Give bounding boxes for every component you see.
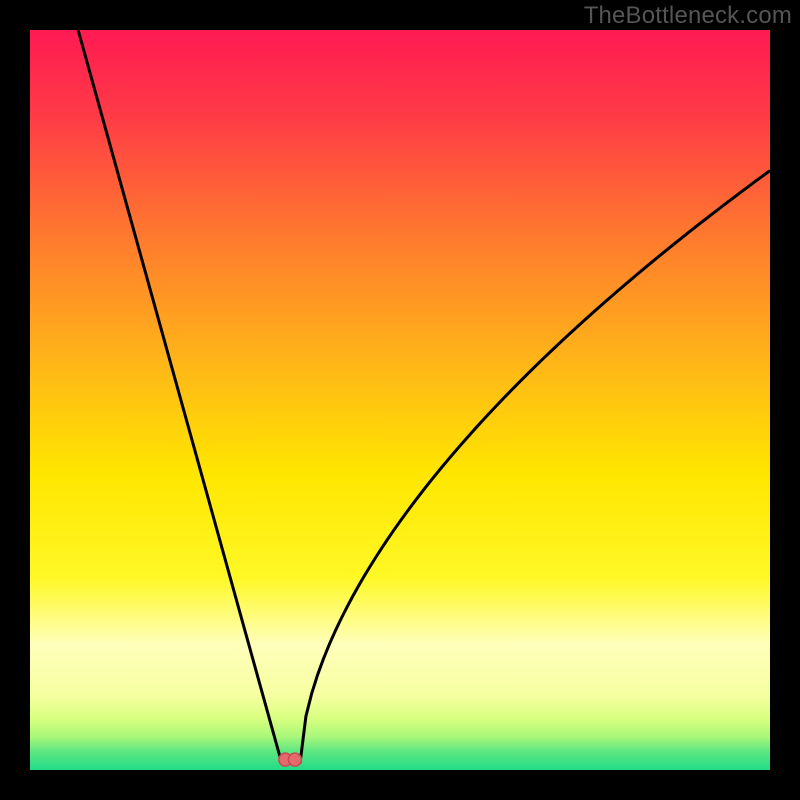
data-marker-1 [288, 753, 301, 766]
curve-layer [0, 0, 800, 800]
watermark-text: TheBottleneck.com [584, 2, 792, 30]
bottleneck-curve [78, 30, 770, 763]
chart-root: TheBottleneck.com [0, 0, 800, 800]
